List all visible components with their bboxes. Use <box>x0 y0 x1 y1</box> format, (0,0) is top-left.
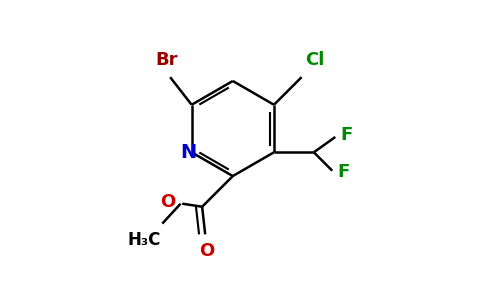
Text: Cl: Cl <box>304 52 324 70</box>
Text: F: F <box>341 126 353 144</box>
Text: Br: Br <box>156 51 178 69</box>
Text: O: O <box>199 242 214 260</box>
Text: F: F <box>338 163 350 181</box>
Text: O: O <box>160 193 175 211</box>
Text: H₃C: H₃C <box>127 231 161 249</box>
Text: N: N <box>180 143 196 162</box>
